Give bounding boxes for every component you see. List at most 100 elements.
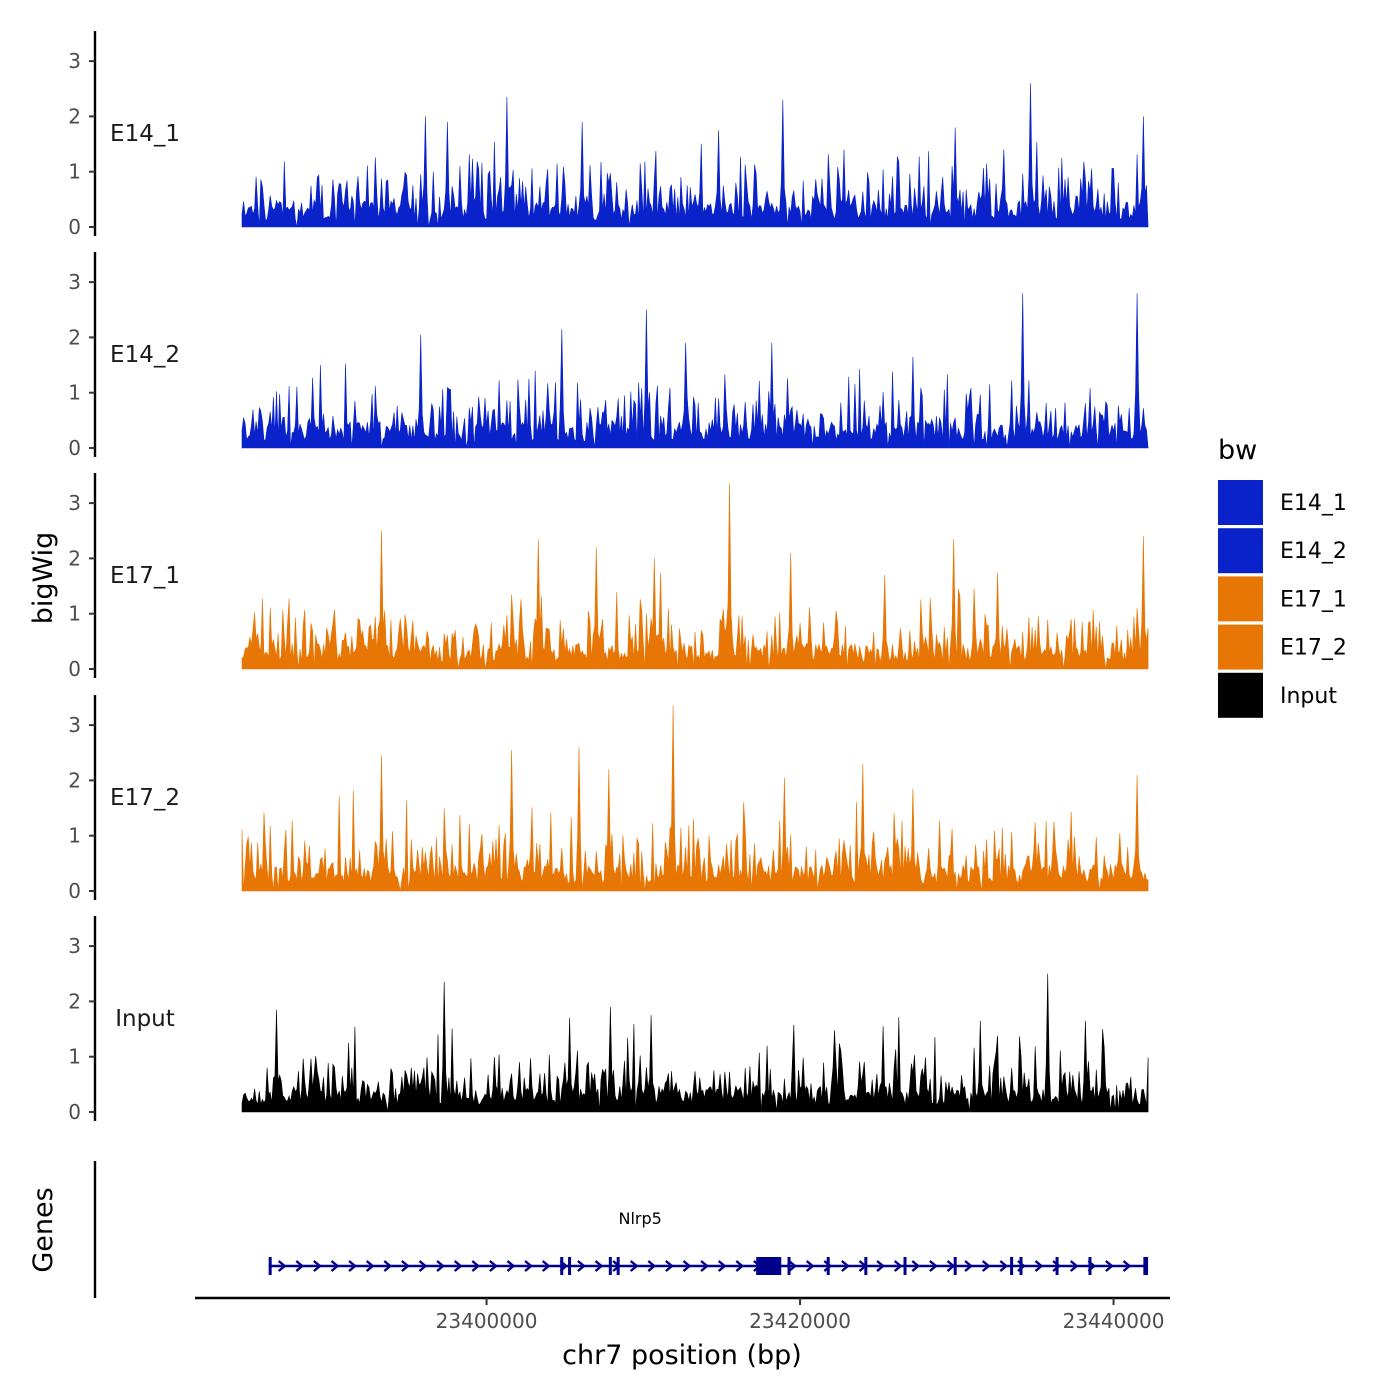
gene-exon	[1088, 1257, 1092, 1275]
track-E14_1: 0 1 2 3 E14_1	[68, 31, 1149, 239]
y-tick-label: 2	[68, 546, 81, 570]
y-tick-label: 3	[68, 49, 81, 73]
x-axis: 23400000 23420000 23440000	[195, 1296, 1170, 1333]
gene-name-label: Nlrp5	[619, 1209, 662, 1228]
track-Input: 0 1 2 3 Input	[68, 916, 1149, 1124]
legend-swatch-E14_1	[1218, 480, 1263, 525]
track-label-E17_1: E17_1	[110, 563, 180, 589]
y-tick-label: 3	[68, 713, 81, 737]
strand-arrow	[929, 1260, 938, 1272]
strand-arrow	[330, 1260, 340, 1272]
strand-arrow	[418, 1260, 428, 1272]
strand-arrow	[577, 1260, 586, 1272]
strand-arrow	[841, 1260, 850, 1272]
strand-arrow	[665, 1260, 674, 1272]
strand-arrow	[1069, 1260, 1079, 1272]
y-tick-label: 0	[68, 879, 81, 903]
strand-arrow	[823, 1260, 833, 1272]
y-tick-label: 2	[68, 768, 81, 792]
gene-exon	[1019, 1257, 1023, 1275]
legend-label-E17_1: E17_1	[1280, 587, 1347, 612]
legend-label-E14_1: E14_1	[1280, 491, 1347, 516]
gene-exon	[608, 1257, 612, 1275]
strand-arrow	[735, 1260, 745, 1272]
legend-label-E17_2: E17_2	[1280, 636, 1347, 661]
track-label-E17_2: E17_2	[110, 785, 180, 811]
x-tick-label: 23440000	[1063, 1309, 1165, 1333]
y-tick-label: 1	[68, 160, 81, 184]
gene-exon	[560, 1257, 564, 1275]
gene-exon	[1010, 1257, 1014, 1275]
coverage-area-E17_2	[241, 705, 1149, 892]
legend-label-Input: Input	[1280, 684, 1337, 709]
strand-arrow	[682, 1260, 692, 1272]
strand-arrow	[506, 1260, 516, 1272]
legend: bw E14_1 E14_2 E17_1 E17_2 Input	[1218, 435, 1347, 718]
strand-arrow	[717, 1260, 727, 1272]
strand-arrow	[876, 1260, 885, 1272]
tracks-group: 0 1 2 3 E14_1 0 1 2 3 E14_2 0 1 2 3 E17_1 0 1 2 3 E17_2 0 1 2 3…	[68, 31, 1149, 1124]
strand-arrow	[1052, 1260, 1061, 1272]
track-label-E14_1: E14_1	[110, 121, 180, 147]
gene-exon	[756, 1257, 782, 1275]
y-tick-label: 0	[68, 1100, 81, 1124]
gene-exon	[826, 1257, 830, 1275]
legend-swatch-E14_2	[1218, 528, 1263, 574]
strand-arrow	[1034, 1260, 1044, 1272]
track-E14_2: 0 1 2 3 E14_2	[68, 252, 1149, 460]
legend-swatch-Input	[1218, 672, 1263, 718]
strand-arrow	[383, 1260, 393, 1272]
track-label-E14_2: E14_2	[110, 342, 180, 368]
track-E17_1: 0 1 2 3 E17_1	[68, 473, 1149, 681]
strand-arrow	[489, 1260, 498, 1272]
y-axis-title: bigWig	[28, 532, 59, 625]
strand-arrow	[946, 1260, 956, 1272]
y-tick-label: 2	[68, 989, 81, 1013]
strand-arrow	[629, 1260, 639, 1272]
strand-arrow	[999, 1260, 1009, 1272]
strand-arrow	[277, 1260, 287, 1272]
strand-arrow	[964, 1260, 973, 1272]
gene-exon	[903, 1257, 907, 1275]
coverage-area-Input	[241, 973, 1149, 1113]
strand-arrow	[893, 1260, 903, 1272]
strand-arrow	[1122, 1260, 1132, 1272]
strand-arrow	[541, 1260, 551, 1272]
strand-arrow	[365, 1260, 375, 1272]
x-axis-title: chr7 position (bp)	[562, 1340, 802, 1371]
legend-swatch-E17_1	[1218, 576, 1263, 622]
gene-exon	[1143, 1257, 1149, 1275]
strand-arrow	[401, 1260, 410, 1272]
y-tick-label: 1	[68, 824, 81, 848]
gene-exon	[568, 1257, 572, 1275]
strand-arrow	[1105, 1260, 1114, 1272]
strand-arrow	[295, 1260, 305, 1272]
genes-panel: Nlrp5	[93, 1161, 1149, 1298]
x-tick-label: 23420000	[749, 1309, 851, 1333]
gene-exon	[864, 1257, 868, 1275]
coverage-area-E17_1	[241, 483, 1149, 670]
track-label-Input: Input	[115, 1006, 175, 1032]
y-tick-label: 0	[68, 215, 81, 239]
strand-arrow	[453, 1260, 463, 1272]
strand-arrow	[348, 1260, 357, 1272]
strand-arrow	[788, 1260, 797, 1272]
strand-arrow	[471, 1260, 481, 1272]
legend-label-E14_2: E14_2	[1280, 539, 1347, 564]
strand-arrow	[700, 1260, 709, 1272]
y-tick-label: 2	[68, 104, 81, 128]
strand-arrow	[805, 1260, 815, 1272]
coverage-area-E14_1	[241, 83, 1149, 228]
gene-exon	[268, 1257, 272, 1275]
coverage-area-E14_2	[241, 293, 1149, 449]
gene-exon	[953, 1257, 957, 1275]
y-tick-label: 1	[68, 602, 81, 626]
gene-exon	[1055, 1257, 1059, 1275]
genes-axis-title: Genes	[28, 1187, 59, 1272]
strand-arrow	[313, 1260, 322, 1272]
x-tick-label: 23400000	[436, 1309, 538, 1333]
y-tick-label: 3	[68, 491, 81, 515]
y-tick-label: 2	[68, 325, 81, 349]
strand-arrow	[981, 1260, 991, 1272]
y-tick-label: 3	[68, 934, 81, 958]
